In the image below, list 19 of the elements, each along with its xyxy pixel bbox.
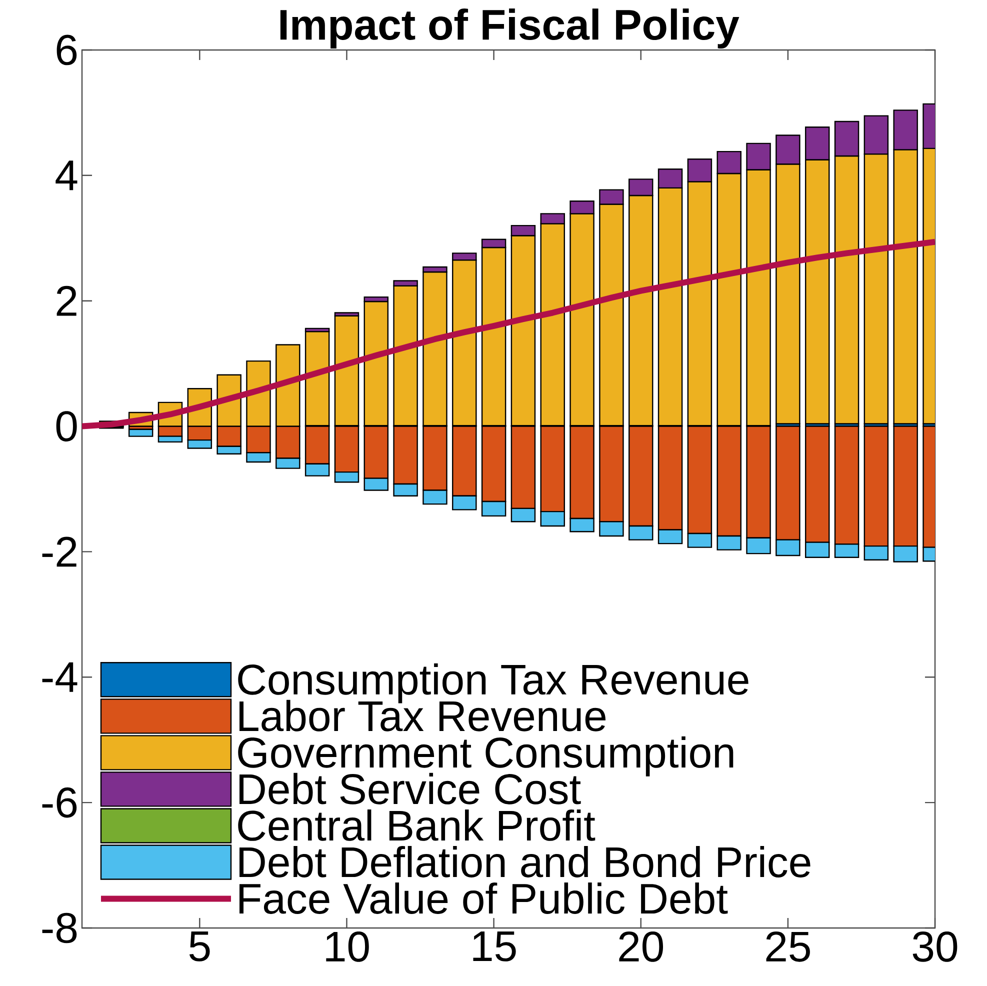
y-tick-label: 6: [56, 34, 77, 66]
x-tick-label: 5: [189, 932, 210, 962]
y-tick-label: -4: [42, 662, 78, 692]
x-tick-label: 15: [473, 932, 516, 962]
x-tick-label: 25: [766, 932, 810, 962]
legend-label: Central Bank Profit: [238, 809, 596, 841]
legend-label: Face Value of Public Debt: [239, 882, 728, 914]
y-tick-label: 2: [56, 286, 76, 316]
legend-label: Debt Deflation and Bond Price: [239, 846, 810, 878]
y-tick-label: -6: [42, 787, 77, 818]
y-tick-label: 4: [56, 160, 78, 190]
y-tick-label: -8: [42, 912, 77, 944]
legend-label: Debt Service Cost: [239, 772, 581, 804]
y-tick-label: -2: [42, 536, 76, 567]
chart-title: Impact of Fiscal Policy: [280, 8, 740, 48]
x-tick-label: 10: [326, 932, 369, 962]
x-tick-label: 30: [912, 932, 958, 962]
y-tick-label: 0: [56, 411, 77, 442]
x-tick-label: 20: [619, 932, 664, 962]
